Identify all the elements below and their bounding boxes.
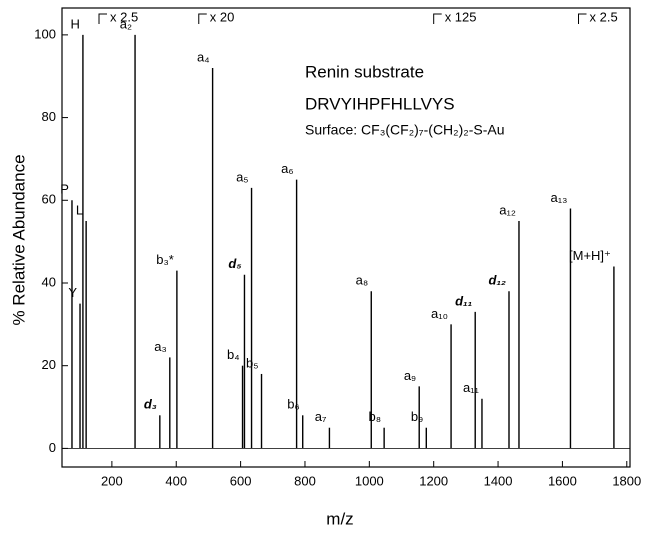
x-tick-label: 400	[165, 473, 187, 488]
chart-subtitle: DRVYIHPFHLLVYS	[305, 94, 455, 113]
x-tick-label: 1800	[612, 473, 641, 488]
peak-label: b₃*	[156, 252, 174, 267]
peak-label: b₄	[227, 347, 240, 362]
x-tick-label: 1400	[484, 473, 513, 488]
peak-label: d₃	[144, 397, 157, 412]
peak-label: b₅	[246, 355, 258, 370]
plot-frame	[61, 7, 631, 468]
peak-label: a₉	[404, 368, 416, 383]
scale-bracket	[198, 13, 207, 24]
peak-label: a₄	[197, 49, 210, 64]
peak-label: P	[60, 182, 69, 197]
peak-label: a₈	[356, 273, 369, 288]
peak-label: a₁₃	[551, 190, 568, 205]
y-tick-label: 80	[42, 109, 56, 124]
scale-label: x 20	[210, 9, 235, 24]
x-tick-label: 600	[230, 473, 252, 488]
peak-label: d₅	[228, 256, 241, 271]
y-tick-label: 40	[42, 274, 56, 289]
scale-bracket	[578, 13, 587, 24]
peak-label: a₇	[315, 409, 327, 424]
peak-label: a₂	[120, 16, 132, 31]
x-tick-label: 200	[101, 473, 123, 488]
x-axis-label: m/z	[326, 509, 353, 528]
y-tick-label: 20	[42, 357, 56, 372]
y-tick-label: 0	[49, 440, 56, 455]
peak-label: a₅	[236, 169, 248, 184]
peak-label: a₁₂	[499, 202, 516, 217]
scale-bracket	[433, 13, 442, 24]
peak-label: b₈	[369, 409, 382, 424]
y-tick-label: 100	[34, 26, 56, 41]
y-tick-label: 60	[42, 192, 56, 207]
peak-label: a₁₁	[463, 380, 480, 395]
chart-title: Renin substrate	[305, 62, 424, 81]
peak-label: b₆	[287, 397, 299, 412]
peak-label: a₃	[154, 339, 167, 354]
peak-label: b₉	[411, 409, 423, 424]
peak-label: [M+H]⁺	[569, 248, 611, 263]
scale-label: x 125	[445, 9, 477, 24]
x-tick-label: 800	[294, 473, 316, 488]
x-tick-label: 1000	[355, 473, 384, 488]
x-tick-label: 1200	[419, 473, 448, 488]
peak-label: Y	[68, 285, 77, 300]
scale-label: x 2.5	[590, 9, 618, 24]
peak-label: a₆	[281, 161, 293, 176]
x-tick-label: 1600	[548, 473, 577, 488]
peak-label: a₁₀	[431, 306, 448, 321]
y-axis-label: % Relative Abundance	[9, 154, 28, 325]
scale-label: x 2.5	[110, 9, 138, 24]
peak-label: d₁₂	[489, 273, 507, 288]
chart-note: Surface: CF₃(CF₂)₇-(CH₂)₂-S-Au	[305, 122, 505, 138]
peak-label: H	[71, 16, 80, 31]
scale-bracket	[98, 13, 108, 24]
peak-label: L	[76, 202, 83, 217]
peak-label: d₁₁	[455, 293, 472, 308]
